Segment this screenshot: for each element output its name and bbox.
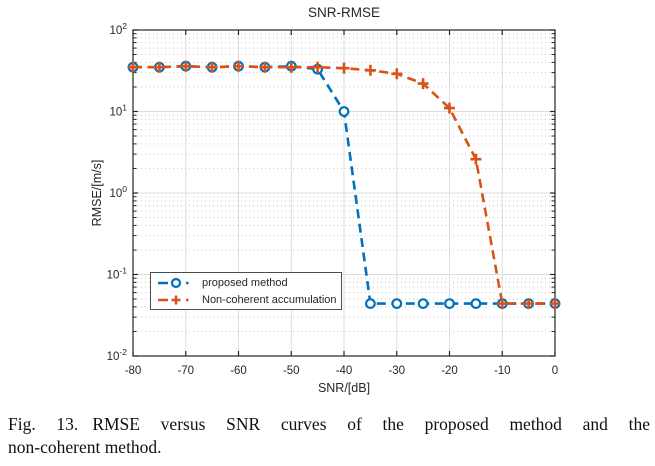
caption-text-line1: RMSE versus SNR curves of the proposed m… <box>92 414 650 434</box>
data-marker-plus <box>127 61 139 73</box>
data-marker-plus <box>364 64 376 76</box>
data-marker-circle <box>470 298 482 310</box>
y-tick-label: 10-2 <box>107 347 128 363</box>
data-marker-plus <box>444 102 455 114</box>
data-marker-plus <box>153 61 165 73</box>
data-marker-plus <box>470 153 482 165</box>
legend-label-noncoherent: Non-coherent accumulation <box>202 293 337 306</box>
data-marker-plus <box>549 298 561 310</box>
caption-fig-label: Fig. 13. <box>8 414 79 434</box>
legend-label-proposed: proposed method <box>202 276 288 289</box>
y-tick-label: 102 <box>109 21 127 37</box>
y-tick-label: 101 <box>109 103 127 119</box>
legend-item-proposed: proposed method <box>157 274 341 291</box>
legend-item-noncoherent: Non-coherent accumulation <box>157 291 341 308</box>
data-marker-plus <box>338 62 350 74</box>
plot-canvas: -80 -70 -60 -50 -40 -30 -20 -10 0 102 101 100 10-1 10… <box>90 5 561 395</box>
x-tick-label: -40 <box>336 365 353 377</box>
x-tick-label: -60 <box>230 365 247 377</box>
x-tick-label: -70 <box>177 365 194 377</box>
dashed-plus-line-icon <box>158 295 189 304</box>
data-marker-plus <box>285 61 297 73</box>
figure-caption: Fig. 13. RMSE versus SNR curves of the pr… <box>8 413 650 458</box>
data-marker-plus <box>417 78 429 90</box>
x-tick-label: -50 <box>283 365 300 377</box>
data-marker-plus <box>180 60 192 72</box>
x-axis-label: SNR/[dB] <box>318 381 370 395</box>
y-tick-label: 100 <box>109 184 127 200</box>
caption-line-1: Fig. 13. RMSE versus SNR curves of the pr… <box>8 413 650 436</box>
data-marker-circle <box>391 298 403 310</box>
data-marker-plus <box>496 298 508 310</box>
data-marker-circle <box>338 106 350 117</box>
data-marker-plus <box>312 61 324 73</box>
snr-rmse-chart: -80 -70 -60 -50 -40 -30 -20 -10 0 102 101 100 10-1 10… <box>90 5 561 395</box>
data-marker-plus <box>233 60 244 72</box>
dashed-circle-line-icon <box>158 277 189 288</box>
x-tick-label: -30 <box>388 365 405 377</box>
data-marker-circle <box>444 298 455 310</box>
x-tick-label: -10 <box>494 365 511 377</box>
data-marker-circle <box>417 298 429 310</box>
legend: proposed method Non-coherent accumulatio… <box>150 272 342 310</box>
x-tick-label: -20 <box>441 365 458 377</box>
x-tick-label: 0 <box>552 365 558 377</box>
data-marker-plus <box>206 61 218 73</box>
chart-title: SNR-RMSE <box>308 5 380 20</box>
data-marker-plus <box>523 298 535 310</box>
y-tick-label: 10-1 <box>107 266 128 282</box>
y-axis-label: RMSE/[m/s] <box>90 160 104 227</box>
data-marker-plus <box>391 68 403 80</box>
caption-line-2: non-coherent method. <box>8 436 162 457</box>
x-tick-label: -80 <box>125 365 142 377</box>
data-marker-plus <box>259 61 271 73</box>
data-marker-circle <box>365 298 376 310</box>
